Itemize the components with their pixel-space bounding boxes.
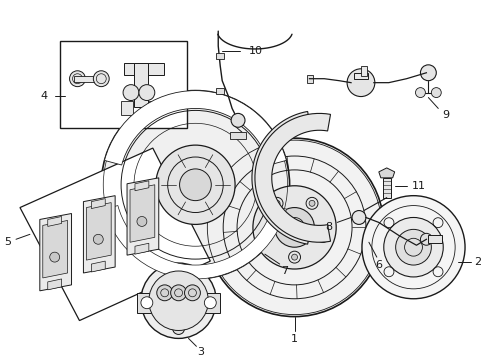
Circle shape: [274, 208, 314, 247]
Circle shape: [172, 323, 184, 334]
Circle shape: [346, 69, 374, 96]
Text: 3: 3: [197, 347, 203, 357]
Polygon shape: [130, 185, 155, 242]
Bar: [216, 87, 224, 94]
Bar: [307, 75, 313, 83]
Circle shape: [308, 201, 314, 206]
Wedge shape: [104, 91, 286, 165]
Polygon shape: [40, 213, 71, 291]
Text: 5: 5: [4, 237, 12, 247]
Polygon shape: [135, 181, 148, 191]
Circle shape: [319, 234, 325, 239]
Circle shape: [141, 297, 152, 309]
Text: 2: 2: [473, 257, 481, 267]
Polygon shape: [254, 113, 330, 242]
Bar: [382, 178, 390, 198]
Bar: [73, 76, 101, 82]
Bar: [134, 63, 147, 107]
Circle shape: [101, 91, 289, 279]
Circle shape: [361, 196, 464, 299]
Polygon shape: [378, 168, 394, 178]
Text: 6: 6: [375, 260, 382, 270]
Circle shape: [252, 186, 336, 269]
Polygon shape: [251, 112, 310, 244]
Bar: [216, 53, 224, 59]
Polygon shape: [86, 203, 111, 260]
Bar: [360, 66, 366, 76]
Circle shape: [205, 138, 383, 316]
Circle shape: [93, 234, 103, 244]
Circle shape: [415, 87, 425, 98]
Polygon shape: [91, 199, 105, 208]
Polygon shape: [20, 148, 210, 320]
Polygon shape: [42, 220, 67, 278]
Text: 8: 8: [325, 222, 332, 233]
Text: 10: 10: [248, 46, 263, 56]
Bar: [353, 73, 367, 79]
Bar: [124, 63, 163, 75]
Circle shape: [231, 113, 244, 127]
Text: 7: 7: [281, 266, 287, 276]
Circle shape: [141, 263, 216, 338]
Polygon shape: [127, 178, 159, 255]
Polygon shape: [135, 243, 148, 254]
Circle shape: [148, 271, 208, 330]
Circle shape: [50, 252, 60, 262]
Polygon shape: [48, 216, 61, 226]
Bar: [60, 41, 186, 128]
Polygon shape: [48, 279, 61, 290]
Polygon shape: [200, 293, 220, 312]
Circle shape: [383, 217, 442, 277]
Circle shape: [420, 65, 435, 81]
Bar: [230, 132, 245, 139]
Circle shape: [145, 255, 158, 266]
Circle shape: [157, 285, 172, 301]
Circle shape: [179, 169, 211, 201]
Text: 1: 1: [290, 334, 298, 345]
Text: 4: 4: [40, 91, 47, 100]
Circle shape: [351, 211, 365, 224]
Circle shape: [123, 85, 139, 100]
Circle shape: [137, 216, 146, 226]
Bar: [148, 100, 161, 116]
Circle shape: [291, 254, 297, 260]
Text: 9: 9: [442, 111, 449, 120]
Circle shape: [395, 229, 430, 265]
Polygon shape: [137, 293, 157, 312]
Circle shape: [263, 234, 269, 239]
Wedge shape: [104, 206, 286, 279]
Bar: [121, 100, 133, 116]
Circle shape: [184, 285, 200, 301]
Polygon shape: [83, 196, 115, 273]
Circle shape: [170, 285, 186, 301]
Circle shape: [93, 71, 109, 87]
Polygon shape: [91, 261, 105, 272]
Circle shape: [156, 145, 235, 224]
Circle shape: [420, 233, 431, 245]
Circle shape: [233, 255, 244, 266]
Circle shape: [430, 87, 440, 98]
Circle shape: [139, 85, 155, 100]
Text: 11: 11: [410, 181, 425, 191]
Circle shape: [69, 71, 85, 87]
Circle shape: [204, 297, 216, 309]
Circle shape: [274, 201, 280, 206]
Circle shape: [189, 91, 201, 103]
Bar: [427, 235, 441, 243]
